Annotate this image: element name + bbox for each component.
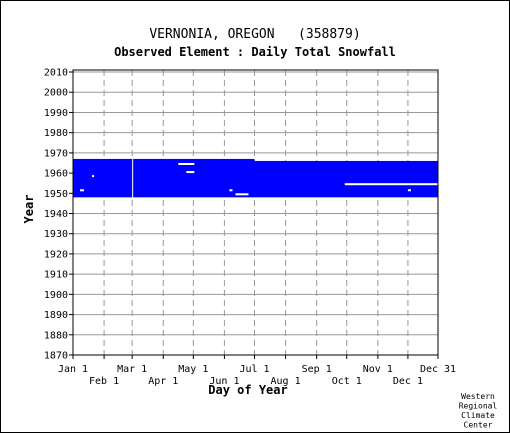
- y-tick-label-1870: 1870: [44, 351, 68, 362]
- y-tick-label-2010: 2010: [44, 68, 68, 79]
- y-axis-title: Year: [22, 195, 36, 224]
- record-block-0: [73, 158, 255, 198]
- x-tick-label-dec-1: Dec 1: [393, 376, 423, 387]
- x-tick-label-mar-1: Mar 1: [117, 364, 147, 375]
- y-tick-label-1980: 1980: [44, 128, 68, 139]
- y-tick-label-1880: 1880: [44, 330, 68, 341]
- credit-line-4: Center: [464, 421, 493, 430]
- credit-line-1: Western: [461, 392, 495, 401]
- plot-area: [73, 70, 438, 356]
- y-tick-label-1960: 1960: [44, 169, 68, 180]
- credit-line-3: Climate: [461, 411, 495, 420]
- y-tick-label-1890: 1890: [44, 310, 68, 321]
- y-tick-label-1990: 1990: [44, 108, 68, 119]
- x-tick-label-may-1: May 1: [178, 364, 208, 375]
- x-tick-label-dec-31: Dec 31: [420, 364, 456, 375]
- x-tick-label-jun-1: Jun 1: [209, 376, 239, 387]
- missing-gap-1: [186, 171, 195, 174]
- missing-gap-0: [178, 162, 195, 165]
- credit-line-2: Regional: [459, 402, 498, 411]
- x-tick-label-aug-1: Aug 1: [271, 376, 301, 387]
- y-tick-label-1930: 1930: [44, 229, 68, 240]
- x-tick-label-jul-1: Jul 1: [239, 364, 269, 375]
- missing-gap-6: [80, 189, 85, 192]
- plot-background: [73, 70, 438, 355]
- plot-border: [72, 69, 439, 356]
- x-tick-label-nov-1: Nov 1: [363, 364, 393, 375]
- chart-subtitle: Observed Element : Daily Total Snowfall: [114, 45, 396, 59]
- y-tick-label-1920: 1920: [44, 249, 68, 260]
- record-block-1: [254, 160, 438, 198]
- missing-gap-5: [407, 189, 411, 192]
- x-tick-label-apr-1: Apr 1: [148, 376, 178, 387]
- missing-gap-2: [229, 189, 233, 192]
- y-tick-label-1900: 1900: [44, 290, 68, 301]
- y-tick-label-1950: 1950: [44, 189, 68, 200]
- x-tick-label-oct-1: Oct 1: [332, 376, 362, 387]
- missing-gap-7: [92, 175, 95, 178]
- x-axis-title: Day of Year: [208, 383, 287, 397]
- axes: 1870 1880 1890 1900 1910 1920 1930 1940 1950 1960…: [44, 68, 456, 387]
- missing-gap-8: [132, 158, 134, 198]
- x-tick-label-jan-1: Jan 1: [58, 364, 88, 375]
- missing-gap-3: [235, 193, 249, 196]
- y-tick-label-1970: 1970: [44, 148, 68, 159]
- x-tick-label-feb-1: Feb 1: [89, 376, 119, 387]
- chart-title: VERNONIA, OREGON (358879): [149, 27, 360, 42]
- x-tick-label-sep-1: Sep 1: [302, 364, 332, 375]
- y-tick-label-2000: 2000: [44, 88, 68, 99]
- y-tick-label-1910: 1910: [44, 270, 68, 281]
- y-tick-label-1940: 1940: [44, 209, 68, 220]
- missing-gap-4: [344, 183, 438, 186]
- data-marks: [73, 158, 438, 198]
